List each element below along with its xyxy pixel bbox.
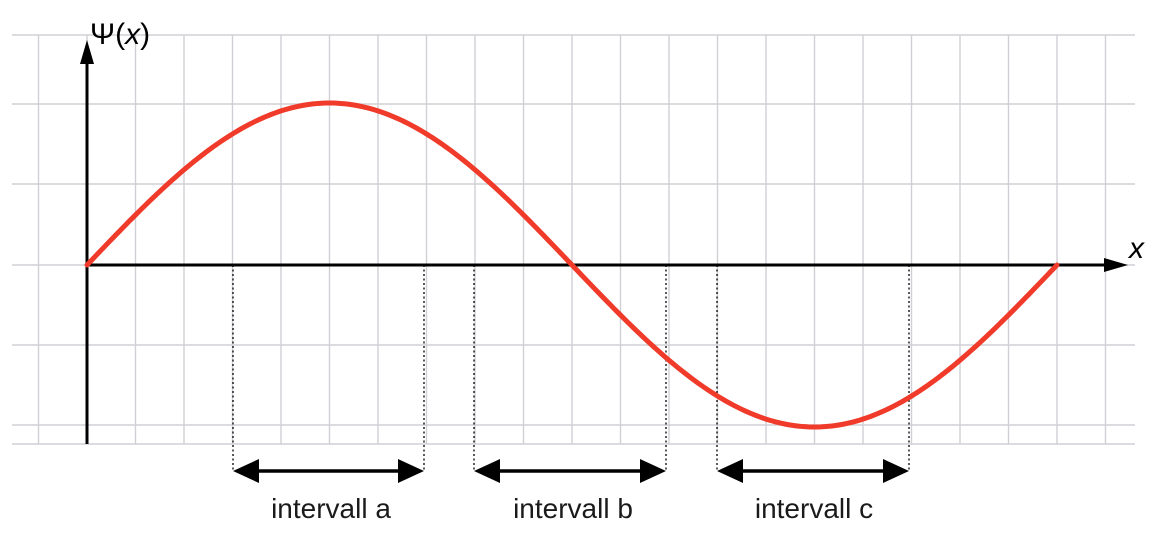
interval-c-arrowhead-left bbox=[717, 459, 743, 483]
interval-c-arrow bbox=[717, 459, 909, 483]
interval-a-arrow bbox=[233, 459, 424, 483]
interval-guide-lines bbox=[232, 265, 910, 471]
x-axis-label: x bbox=[1127, 232, 1145, 265]
interval-arrows bbox=[233, 459, 909, 483]
interval-b-arrowhead-left bbox=[474, 459, 500, 483]
interval-a-arrowhead-right bbox=[398, 459, 424, 483]
interval-a-label: intervall a bbox=[271, 493, 391, 524]
interval-b-arrow bbox=[474, 459, 666, 483]
y-axis-label-open-paren: ( bbox=[115, 18, 125, 51]
axes bbox=[80, 40, 1128, 444]
x-axis-arrowhead bbox=[1104, 258, 1128, 272]
y-axis-label-close-paren: ) bbox=[140, 18, 150, 51]
y-axis-label-psi: Ψ bbox=[90, 18, 115, 51]
interval-c-label: intervall c bbox=[755, 493, 873, 524]
wave-function-curve bbox=[84, 100, 1060, 430]
interval-b-arrowhead-right bbox=[640, 459, 666, 483]
y-axis-arrowhead bbox=[80, 40, 94, 64]
interval-c-arrowhead-right bbox=[883, 459, 909, 483]
y-axis-label: Ψ(x) bbox=[90, 18, 150, 51]
background-grid bbox=[12, 34, 1135, 445]
interval-b-label: intervall b bbox=[513, 493, 633, 524]
interval-a-arrowhead-left bbox=[233, 459, 259, 483]
y-axis-label-variable: x bbox=[123, 18, 141, 51]
